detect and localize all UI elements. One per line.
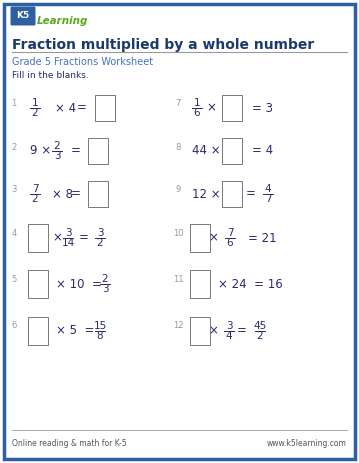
Bar	[222, 181, 242, 207]
Bar	[222, 138, 242, 164]
Text: 2: 2	[11, 143, 17, 151]
Text: 1: 1	[11, 100, 17, 108]
Text: 44 ×: 44 ×	[192, 144, 221, 157]
Bar	[190, 270, 210, 298]
Text: × 5  =: × 5 =	[56, 325, 94, 338]
Text: 2: 2	[54, 141, 60, 151]
Text: 2: 2	[102, 274, 108, 284]
Text: Fraction multiplied by a whole number: Fraction multiplied by a whole number	[12, 38, 314, 52]
Bar	[28, 270, 48, 298]
Text: 1: 1	[194, 98, 200, 108]
Text: ×: ×	[208, 325, 218, 338]
Text: Grade 5 Fractions Worksheet: Grade 5 Fractions Worksheet	[12, 57, 153, 67]
Text: 12: 12	[173, 321, 183, 331]
Text: = 21: = 21	[248, 232, 277, 244]
Text: =: =	[71, 188, 81, 200]
Text: =: =	[246, 188, 256, 200]
Text: 3: 3	[54, 151, 60, 161]
Text: 3: 3	[97, 228, 103, 238]
Text: 45: 45	[253, 321, 267, 331]
Text: 2: 2	[32, 108, 38, 118]
Text: 9: 9	[176, 186, 181, 194]
Text: × 24  = 16: × 24 = 16	[218, 277, 283, 290]
Text: 7: 7	[227, 228, 233, 238]
Text: 3: 3	[11, 186, 17, 194]
Bar	[88, 138, 108, 164]
Text: =: =	[79, 232, 89, 244]
Bar	[95, 95, 115, 121]
Text: 8: 8	[97, 331, 103, 341]
Text: 11: 11	[173, 275, 183, 283]
Text: Online reading & math for K-5: Online reading & math for K-5	[12, 438, 127, 448]
Text: 3: 3	[65, 228, 71, 238]
Text: 3: 3	[226, 321, 232, 331]
Text: =: =	[71, 144, 81, 157]
Text: 5: 5	[11, 275, 17, 283]
Text: 2: 2	[32, 194, 38, 204]
Text: 7: 7	[175, 100, 181, 108]
Text: Learning: Learning	[37, 16, 88, 26]
Bar	[190, 224, 210, 252]
Text: ×: ×	[52, 232, 62, 244]
FancyBboxPatch shape	[10, 6, 36, 25]
Text: 15: 15	[93, 321, 107, 331]
Text: =: =	[77, 101, 87, 114]
Text: =: =	[237, 325, 247, 338]
Text: × 10  =: × 10 =	[56, 277, 102, 290]
Bar	[28, 317, 48, 345]
Text: ×: ×	[208, 232, 218, 244]
Text: 1: 1	[32, 98, 38, 108]
Text: 2: 2	[97, 238, 103, 248]
Text: 4: 4	[265, 184, 271, 194]
Bar	[222, 95, 242, 121]
Bar	[190, 317, 210, 345]
Text: ×: ×	[206, 101, 216, 114]
Text: 8: 8	[175, 143, 181, 151]
Text: www.k5learning.com: www.k5learning.com	[267, 438, 347, 448]
Text: 3: 3	[102, 284, 108, 294]
Text: 6: 6	[11, 321, 17, 331]
Text: K5: K5	[17, 12, 30, 20]
Text: 12 ×: 12 ×	[192, 188, 221, 200]
Text: = 3: = 3	[252, 101, 273, 114]
Text: 4: 4	[11, 229, 17, 238]
Text: 6: 6	[227, 238, 233, 248]
Text: 4: 4	[226, 331, 232, 341]
Text: 7: 7	[265, 194, 271, 204]
Text: 7: 7	[32, 184, 38, 194]
Bar	[28, 224, 48, 252]
Text: 10: 10	[173, 229, 183, 238]
Text: 6: 6	[194, 108, 200, 118]
Text: 2: 2	[257, 331, 263, 341]
Text: Fill in the blanks.: Fill in the blanks.	[12, 71, 89, 81]
Text: 9 ×: 9 ×	[30, 144, 51, 157]
Text: × 4: × 4	[55, 101, 76, 114]
Text: = 4: = 4	[252, 144, 273, 157]
Bar	[88, 181, 108, 207]
Text: × 8: × 8	[52, 188, 73, 200]
Text: 14: 14	[61, 238, 75, 248]
